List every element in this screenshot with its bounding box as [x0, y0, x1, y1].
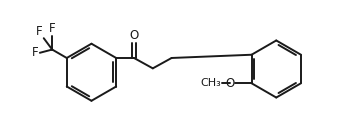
- Text: F: F: [32, 46, 39, 59]
- Text: O: O: [129, 29, 139, 42]
- Text: F: F: [49, 22, 55, 35]
- Text: CH₃: CH₃: [200, 78, 221, 88]
- Text: F: F: [36, 25, 43, 38]
- Text: O: O: [225, 77, 234, 90]
